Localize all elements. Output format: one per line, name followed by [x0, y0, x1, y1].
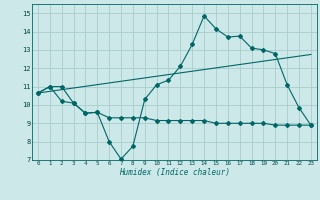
X-axis label: Humidex (Indice chaleur): Humidex (Indice chaleur)	[119, 168, 230, 177]
